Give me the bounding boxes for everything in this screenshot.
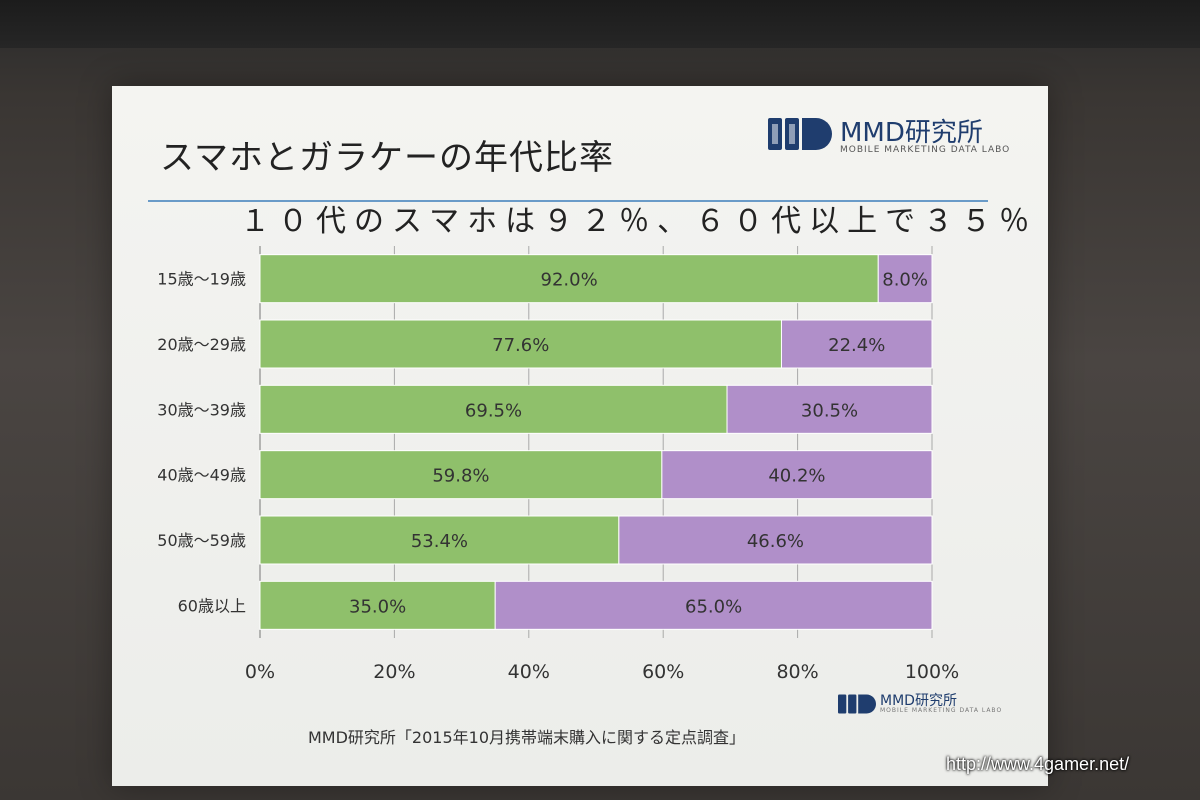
data-label: 65.0% <box>685 596 742 617</box>
bar-segment <box>259 450 663 500</box>
bar-segment <box>494 580 933 630</box>
brand-subtitle: MOBILE MARKETING DATA LABO <box>840 145 1011 155</box>
x-tick-label: 40% <box>508 661 550 683</box>
bar-segment <box>259 319 782 369</box>
data-label: 92.0% <box>541 270 598 291</box>
data-label: 8.0% <box>882 270 928 291</box>
data-label: 53.4% <box>411 531 468 552</box>
footer-logo-subtitle: MOBILE MARKETING DATA LABO <box>880 707 1003 714</box>
bar-segment <box>259 580 496 630</box>
footer-logo-name: MMD研究所 <box>880 693 957 709</box>
slide-title: スマホとガラケーの年代比率 <box>160 138 614 178</box>
data-label: 59.8% <box>432 466 489 487</box>
brand-name: MMD研究所 <box>840 118 983 148</box>
mmd-logo-small-icon <box>838 694 876 714</box>
bar-segment <box>780 319 933 369</box>
bar-segment <box>259 515 620 565</box>
bar-segment <box>259 254 879 304</box>
category-label: 20歳〜29歳 <box>157 335 246 354</box>
data-label: 69.5% <box>465 400 522 421</box>
bar-segment <box>618 515 933 565</box>
data-label: 30.5% <box>801 400 858 421</box>
x-tick-label: 80% <box>776 661 818 683</box>
data-source-note: MMD研究所「2015年10月携帯端末購入に関する定点調査」 <box>308 728 746 747</box>
category-label: 40歳〜49歳 <box>157 466 246 485</box>
bar-segment <box>877 254 933 304</box>
ceiling-band <box>0 0 1200 48</box>
chart-headline: １０代のスマホは９２％、６０代以上で３５％ <box>240 204 1038 239</box>
data-label: 40.2% <box>768 466 825 487</box>
category-label: 50歳〜59歳 <box>157 531 246 550</box>
category-label: 60歳以上 <box>178 596 246 615</box>
x-tick-label: 60% <box>642 661 684 683</box>
brand-logo: MMD研究所 MOBILE MARKETING DATA LABO <box>768 112 1009 162</box>
x-tick-label: 20% <box>373 661 415 683</box>
category-label: 30歳〜39歳 <box>157 400 246 419</box>
presentation-slide: スマホとガラケーの年代比率 MMD研究所 MOBILE MARKETING DA… <box>112 86 1048 786</box>
mmd-logo-icon <box>768 118 832 150</box>
data-label: 22.4% <box>828 335 885 356</box>
stacked-bar-chart: 0% 20% 40% 60% 80% 100% 15歳〜19歳 92.0% 8.0% 20歳〜29… <box>157 246 959 683</box>
data-label: 46.6% <box>747 531 804 552</box>
title-divider <box>148 200 988 202</box>
bar-segment <box>259 384 728 434</box>
x-tick-label: 100% <box>905 661 959 683</box>
site-watermark: http://www.4gamer.net/ <box>946 754 1130 774</box>
data-label: 77.6% <box>492 335 549 356</box>
category-label: 15歳〜19歳 <box>157 270 246 289</box>
bar-segment <box>661 450 933 500</box>
bar-segment <box>726 384 933 434</box>
footer-logo: MMD研究所 MOBILE MARKETING DATA LABO <box>838 690 1001 718</box>
x-tick-label: 0% <box>245 661 275 683</box>
data-label: 35.0% <box>349 596 406 617</box>
